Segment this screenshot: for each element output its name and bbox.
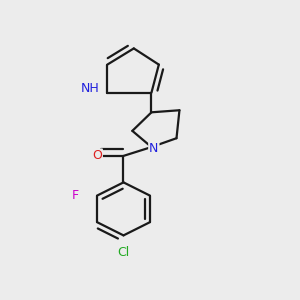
Text: N: N [149,142,158,155]
Text: Cl: Cl [117,246,130,259]
Text: F: F [71,189,79,202]
Text: O: O [92,149,102,162]
Text: NH: NH [80,82,99,95]
